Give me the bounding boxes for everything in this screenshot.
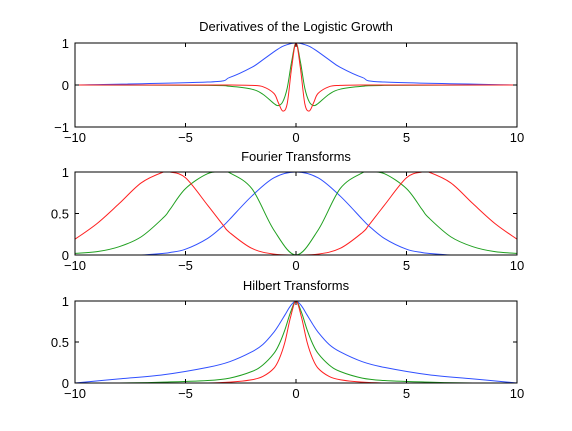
chart-title: Fourier Transforms — [241, 149, 351, 164]
x-tick-label: 10 — [510, 258, 524, 273]
series-line-1 — [75, 301, 517, 383]
y-tick-label: 1 — [62, 165, 69, 180]
series-line-1 — [75, 172, 517, 255]
series-line-2 — [75, 301, 517, 383]
tick-group: −10 −5 0 5 10−101 — [54, 36, 524, 145]
y-tick-label: 0 — [62, 376, 69, 391]
series-line-1 — [75, 43, 517, 86]
x-tick-label: 0 — [292, 258, 299, 273]
y-tick-label: 0 — [62, 248, 69, 263]
x-tick-label: −10 — [64, 386, 86, 401]
y-tick-label: 0.5 — [51, 207, 69, 222]
chart-title: Hilbert Transforms — [243, 278, 350, 293]
series-line-2 — [75, 172, 517, 255]
series-group — [75, 172, 517, 255]
chart-panel-fourier: Fourier Transforms −10 −5 0 5 10 0 0.5 1 — [51, 149, 524, 273]
y-tick-label: 1 — [62, 36, 69, 51]
series-group — [75, 43, 517, 112]
chart-title: Derivatives of the Logistic Growth — [199, 19, 393, 34]
y-tick-label: 0 — [62, 78, 69, 93]
y-tick-label: 0.5 — [51, 335, 69, 350]
x-tick-label: −5 — [178, 386, 193, 401]
x-tick-label: −10 — [64, 258, 86, 273]
series-line-3 — [75, 43, 517, 112]
x-tick-label: −5 — [178, 258, 193, 273]
series-line-2 — [75, 43, 517, 107]
x-tick-label: 10 — [510, 386, 524, 401]
tick-group: −10 −5 0 5 10 0 0.5 1 — [51, 165, 524, 273]
chart-panel-hilbert: Hilbert Transforms −10 −5 0 5 10 0 0.5 1 — [51, 278, 524, 401]
tick-group: −10 −5 0 5 10 0 0.5 1 — [51, 294, 524, 401]
x-tick-label: 5 — [403, 386, 410, 401]
y-tick-label: 1 — [62, 294, 69, 309]
x-tick-label: −10 — [64, 130, 86, 145]
x-tick-label: −5 — [178, 130, 193, 145]
x-tick-label: 0 — [292, 386, 299, 401]
x-tick-label: 5 — [403, 258, 410, 273]
chart-panel-derivatives: Derivatives of the Logistic Growth −10 −5… — [54, 19, 524, 145]
x-tick-label: 5 — [403, 130, 410, 145]
y-tick-label: −1 — [54, 120, 69, 135]
x-tick-label: 10 — [510, 130, 524, 145]
x-tick-label: 0 — [292, 130, 299, 145]
